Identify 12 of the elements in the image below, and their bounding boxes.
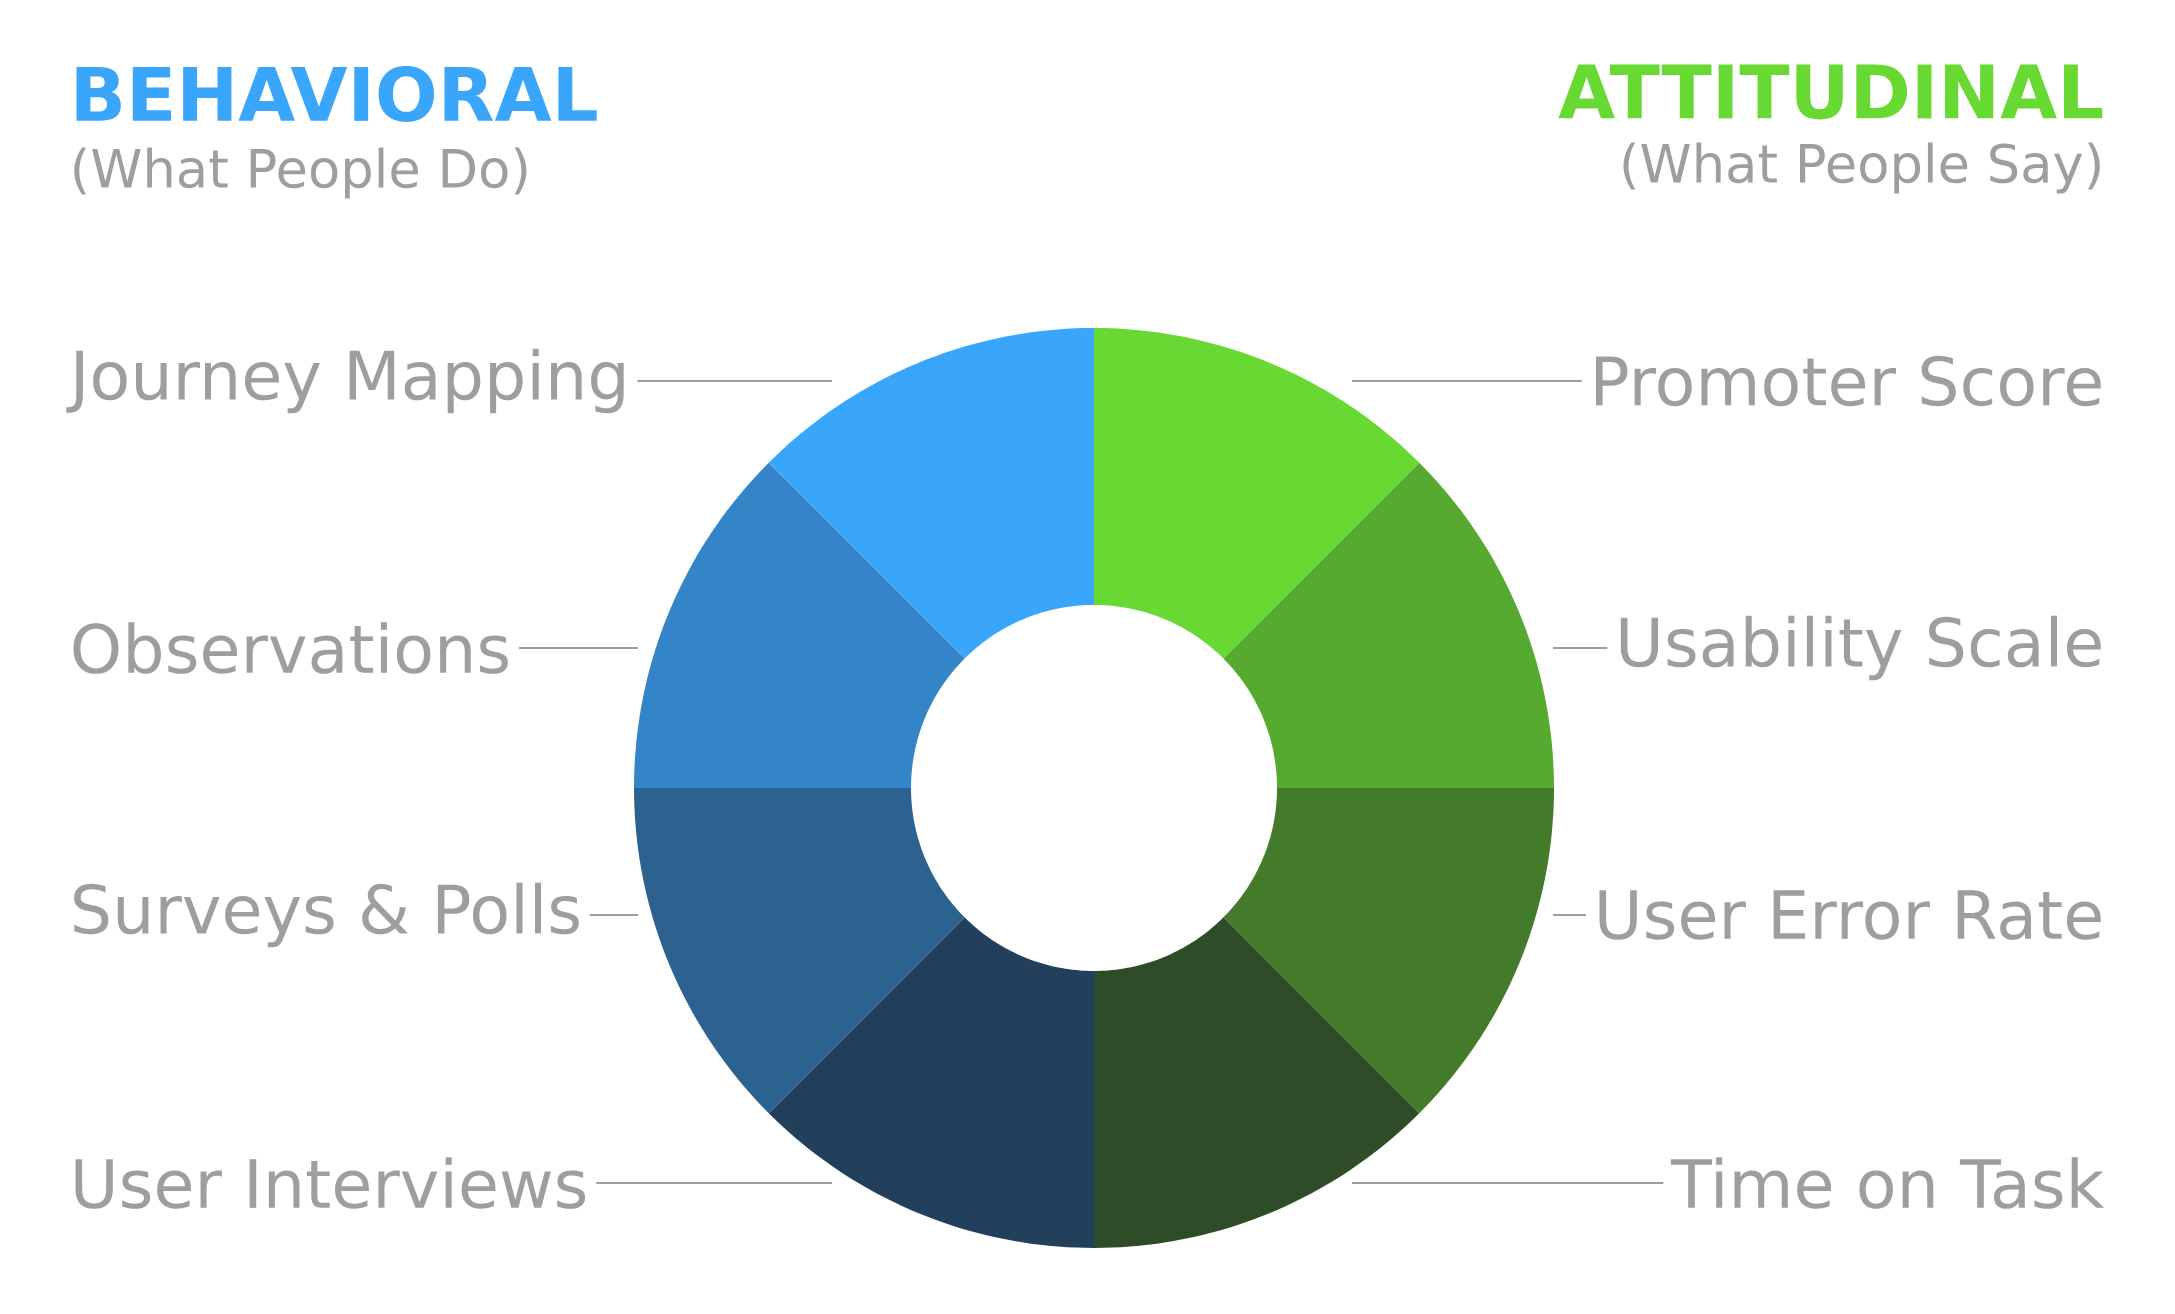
- text: ATTITUDINAL: [1558, 64, 2103, 120]
- slice-label: User Error Rate: [1599, 890, 2101, 940]
- slice-label: Promoter Score: [1596, 355, 2101, 407]
- slice-label: Time on Task: [1670, 1157, 2105, 1209]
- text: (What People Do): [74, 147, 527, 199]
- text: (What People Say): [1623, 142, 2100, 194]
- slice-label: Observations: [73, 622, 508, 674]
- text: BEHAVIORAL: [76, 66, 597, 122]
- slice-label: Usability Scale: [1620, 615, 2101, 681]
- slice-label: User Interviews: [75, 1157, 586, 1209]
- slice-label: Journey Mapping: [66, 348, 624, 414]
- slice-label: Surveys & Polls: [74, 882, 579, 948]
